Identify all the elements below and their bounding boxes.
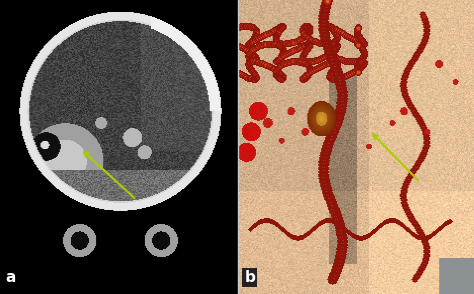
- Text: a: a: [5, 270, 16, 285]
- Text: b: b: [244, 270, 255, 285]
